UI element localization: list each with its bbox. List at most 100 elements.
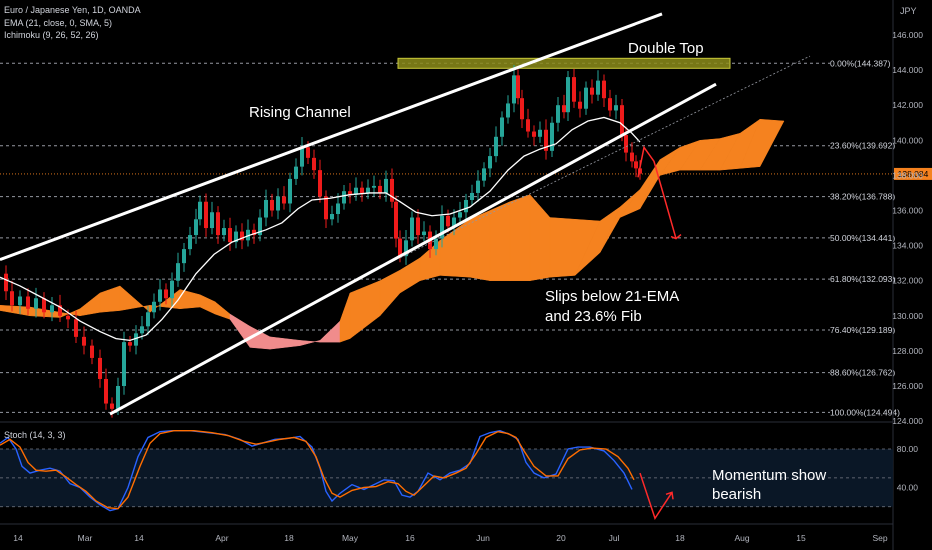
forecast-arrows bbox=[637, 145, 682, 240]
candle-body bbox=[578, 101, 582, 109]
candle-body bbox=[520, 98, 524, 120]
candle-body bbox=[512, 75, 516, 104]
candle-body bbox=[50, 305, 54, 313]
stoch-d-line bbox=[0, 430, 635, 510]
candle-body bbox=[360, 187, 364, 193]
time-tick-label: Apr bbox=[215, 533, 228, 543]
momentum-forecast-arrowhead bbox=[665, 491, 674, 500]
candle-body bbox=[18, 296, 22, 306]
candle-body bbox=[182, 249, 186, 264]
candle-body bbox=[624, 135, 628, 153]
candle-body bbox=[464, 199, 468, 213]
candle-body bbox=[42, 298, 46, 313]
candle-body bbox=[210, 212, 214, 229]
last-price-tag bbox=[894, 167, 932, 180]
candle-body bbox=[170, 280, 174, 299]
momentum-forecast-arrow bbox=[639, 472, 673, 521]
candle-body bbox=[488, 156, 492, 169]
candle-body bbox=[608, 98, 612, 111]
candle-body bbox=[10, 291, 14, 306]
candle-body bbox=[204, 201, 208, 229]
price-tick-label: 128.000 bbox=[892, 346, 923, 356]
candle-body bbox=[404, 240, 408, 257]
candle-body bbox=[98, 357, 102, 379]
time-tick-label: 14 bbox=[134, 533, 144, 543]
candle-body bbox=[500, 117, 504, 137]
candle-body bbox=[506, 103, 510, 118]
time-tick-label: May bbox=[342, 533, 359, 543]
candle-body bbox=[164, 289, 168, 299]
candle-body bbox=[372, 185, 376, 188]
ema-legend: EMA (21, close, 0, SMA, 5) bbox=[4, 18, 113, 28]
candle-body bbox=[416, 217, 420, 236]
time-tick-label: Aug bbox=[734, 533, 749, 543]
candle-body bbox=[452, 217, 456, 227]
candle-body bbox=[306, 147, 310, 158]
candle-body bbox=[146, 312, 150, 327]
fib-label: 38.20%(136.788) bbox=[830, 192, 895, 202]
time-axis: 14 Mar 14 Apr 18 May 16 Jun 20 Jul 18 Aug 15 Sep bbox=[0, 523, 893, 543]
fib-label: 23.60%(139.692) bbox=[830, 141, 895, 151]
price-tick-label: 140.000 bbox=[892, 135, 923, 145]
price-forecast-arrowhead bbox=[670, 233, 682, 240]
candle-body bbox=[26, 296, 30, 309]
candle-body bbox=[234, 231, 238, 243]
candle-body bbox=[410, 217, 414, 241]
symbol-legend: Euro / Japanese Yen, 1D, OANDA bbox=[4, 5, 141, 15]
candle-body bbox=[596, 80, 600, 95]
fib-label: 100.00%(124.494) bbox=[830, 407, 900, 417]
candle-body bbox=[240, 231, 244, 241]
candle-body bbox=[288, 178, 292, 204]
price-tick-label: 136.000 bbox=[892, 206, 923, 216]
candle-body bbox=[378, 185, 382, 193]
candle-body bbox=[390, 178, 394, 202]
stoch-legend: Stoch (14, 3, 3) bbox=[4, 430, 66, 440]
time-tick-label: 18 bbox=[675, 533, 685, 543]
candle-body bbox=[152, 301, 156, 313]
candle-body bbox=[104, 378, 108, 404]
candle-body bbox=[312, 157, 316, 171]
stoch-tick-label: 80.00 bbox=[897, 444, 919, 454]
candle-body bbox=[348, 191, 352, 195]
candle-body bbox=[34, 298, 38, 309]
fib-label: 88.60%(126.762) bbox=[830, 368, 895, 378]
price-tick-label: 146.000 bbox=[892, 30, 923, 40]
momentum-annotation-line1: Momentum show bbox=[712, 467, 826, 484]
candle-body bbox=[398, 238, 402, 257]
candle-body bbox=[318, 170, 322, 197]
double-top-label: Double Top bbox=[628, 40, 704, 57]
candle-body bbox=[246, 229, 250, 241]
cloud-segment bbox=[739, 118, 785, 169]
currency-label: JPY bbox=[900, 6, 917, 16]
candle-body bbox=[194, 219, 198, 236]
candle-body bbox=[470, 192, 474, 200]
candle-body bbox=[482, 168, 486, 181]
candle-body bbox=[394, 201, 398, 239]
candle-body bbox=[276, 196, 280, 211]
candle-body bbox=[74, 319, 78, 337]
candle-body bbox=[572, 77, 576, 102]
candle-body bbox=[620, 105, 624, 136]
stoch-k-line bbox=[0, 429, 633, 512]
candle-body bbox=[440, 215, 444, 239]
price-tick-label: 126.000 bbox=[892, 381, 923, 391]
time-tick-label: 15 bbox=[796, 533, 806, 543]
time-tick-label: Mar bbox=[78, 533, 93, 543]
price-tick-label: 132.000 bbox=[892, 276, 923, 286]
candle-body bbox=[342, 191, 346, 204]
fib-label: 76.40%(129.189) bbox=[830, 325, 895, 335]
candle-body bbox=[252, 229, 256, 236]
time-tick-label: Sep bbox=[872, 533, 887, 543]
cloud-segment bbox=[489, 201, 511, 281]
cloud-segment bbox=[509, 194, 531, 281]
candle-body bbox=[116, 386, 120, 409]
price-forecast-arrow bbox=[637, 145, 677, 239]
candle-body bbox=[158, 289, 162, 302]
candle-body bbox=[324, 196, 328, 220]
candle-body bbox=[90, 345, 94, 358]
candle-body bbox=[228, 228, 232, 243]
candle-body bbox=[58, 305, 62, 316]
time-tick-label: 18 bbox=[284, 533, 294, 543]
price-tick-label: 130.000 bbox=[892, 311, 923, 321]
